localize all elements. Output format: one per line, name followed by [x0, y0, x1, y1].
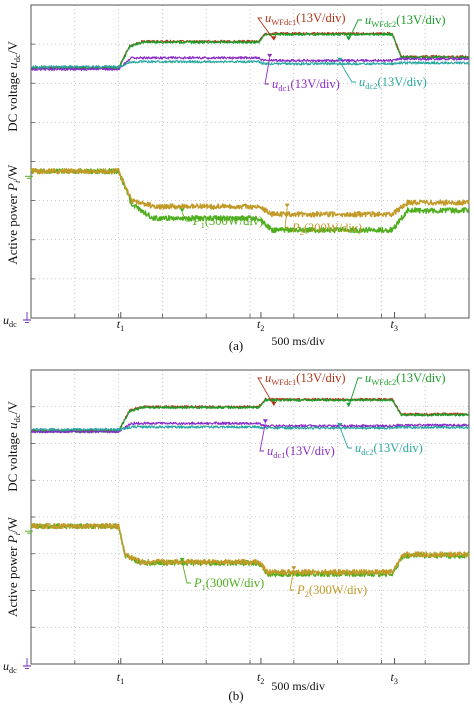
annotation-label: udc2(13V/div)	[359, 75, 427, 91]
leader-arrow	[179, 557, 185, 562]
annotation-uWFdc1: uWFdc1(13V/div)	[257, 11, 346, 41]
leader-line	[181, 212, 190, 222]
series-line-udc2	[30, 425, 470, 432]
ground-icon	[25, 530, 33, 534]
x-axis-label: 500 ms/div	[271, 334, 325, 348]
leader-line	[264, 57, 271, 85]
annotation-uWFdc1: uWFdc1(13V/div)	[257, 371, 346, 406]
time-marker-label: t2	[257, 670, 264, 686]
annotation-label: udc1(13V/div)	[267, 444, 335, 460]
x-axis-label: 500 ms/div	[271, 679, 325, 693]
leader-line	[284, 207, 289, 229]
panel-caption: (b)	[228, 688, 243, 703]
time-marker-label: t3	[391, 317, 398, 333]
series-line-udc1	[30, 421, 470, 434]
leader-arrow	[284, 203, 290, 208]
annotation-label: udc2(13V/div)	[355, 441, 423, 457]
panel-caption: (a)	[229, 338, 243, 353]
annotation-P2: P2(300W/div)	[284, 203, 362, 237]
annotation-udc2: udc2(13V/div)	[337, 422, 423, 457]
plot-frame	[30, 369, 470, 665]
annotation-label: uWFdc2(13V/div)	[365, 13, 446, 29]
series-line-P2	[30, 522, 470, 576]
annotation-P2: P2(300W/div)	[289, 566, 367, 599]
annotation-label: uWFdc1(13V/div)	[265, 11, 346, 27]
annotation-P1: P1(300W/div)	[179, 208, 263, 230]
leader-line	[289, 570, 295, 591]
ground-icon	[25, 175, 33, 179]
ground-label: udc	[3, 659, 17, 675]
ground-icon	[23, 658, 31, 669]
leader-arrow	[179, 208, 185, 213]
leader-arrow	[346, 36, 352, 41]
y-axis-label-power: Active power Pi/W	[5, 164, 22, 265]
annotation-label: uWFdc2(13V/div)	[365, 371, 446, 387]
leader-line	[257, 17, 275, 41]
y-axis-label-power: Active power Pi/W	[5, 516, 22, 617]
annotation-uWFdc2: uWFdc2(13V/div)	[346, 371, 446, 407]
time-marker-label: t2	[257, 317, 264, 333]
time-marker-label: t1	[117, 670, 124, 686]
leader-arrow	[271, 401, 277, 406]
ground-label: udc	[3, 313, 17, 329]
leader-line	[339, 61, 356, 83]
annotation-label: P2(300W/div)	[291, 221, 362, 237]
y-axis-label-voltage: DC voltage udc/V	[5, 400, 22, 491]
series-line-udc2	[30, 59, 470, 69]
annotation-udc1: udc1(13V/div)	[259, 419, 335, 460]
leader-line	[259, 423, 266, 452]
leader-line	[339, 426, 352, 449]
series-line-udc1	[30, 56, 470, 71]
annotation-uWFdc2: uWFdc2(13V/div)	[346, 13, 446, 41]
annotation-label: uWFdc1(13V/div)	[265, 371, 346, 387]
leader-line	[348, 19, 362, 41]
time-marker-label: t3	[391, 670, 398, 686]
leader-line	[257, 377, 275, 406]
series-line-uWFdc2	[30, 32, 470, 71]
leader-arrow	[337, 57, 343, 62]
annotation-label: P1(300W/div)	[192, 214, 263, 230]
plot-frame	[30, 4, 470, 319]
leader-line	[348, 377, 362, 407]
annotation-udc1: udc1(13V/div)	[264, 53, 340, 93]
leader-arrow	[271, 36, 277, 41]
leader-line	[181, 561, 191, 584]
time-marker-label: t1	[117, 317, 124, 333]
annotation-udc2: udc2(13V/div)	[337, 57, 427, 91]
annotation-label: P2(300W/div)	[296, 583, 367, 599]
leader-arrow	[337, 422, 343, 427]
annotation-P1: P1(300W/div)	[179, 557, 264, 592]
series-line-P2	[30, 168, 470, 218]
grid	[31, 370, 469, 664]
leader-arrow	[291, 566, 297, 571]
annotation-label: udc1(13V/div)	[272, 77, 340, 93]
panel-a: uWFdc1(13V/div) uWFdc2(13V/div) udc1(13V/d…	[3, 4, 470, 353]
leader-arrow	[267, 53, 273, 58]
panel-b: uWFdc1(13V/div) uWFdc2(13V/div) udc1(13V/d…	[3, 369, 470, 703]
ground-icon	[23, 312, 31, 323]
leader-arrow	[346, 402, 352, 407]
grid	[31, 5, 469, 318]
leader-arrow	[262, 419, 268, 424]
y-axis-label-voltage: DC voltage udc/V	[5, 40, 22, 131]
annotation-label: P1(300W/div)	[193, 576, 264, 592]
